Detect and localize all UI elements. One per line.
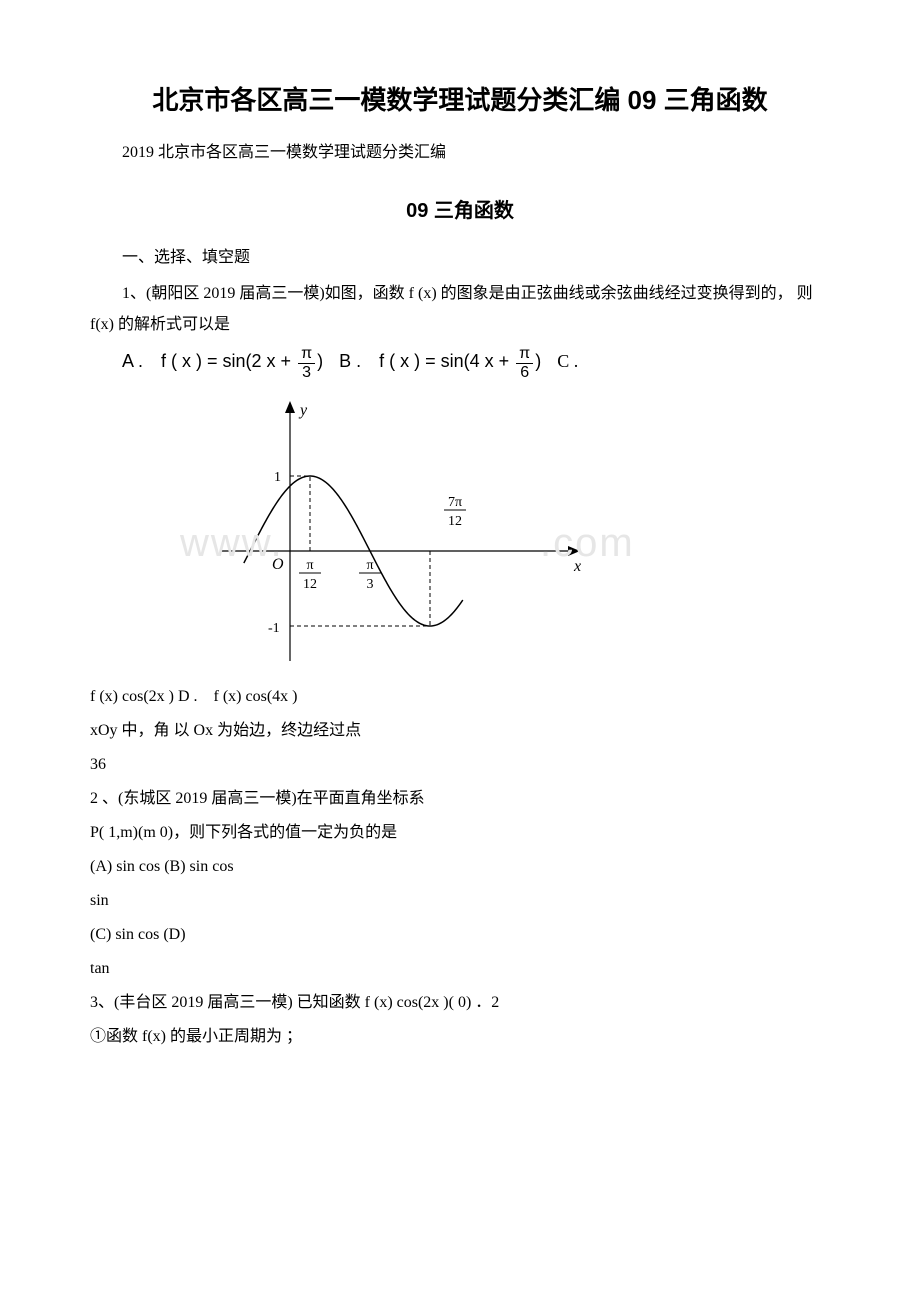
q2-line8: tan bbox=[90, 953, 830, 985]
q2-line6: sin bbox=[90, 885, 830, 917]
q2-line4: P( 1,m)(m 0)，则下列各式的值一定为负的是 bbox=[90, 817, 830, 849]
svg-text:-1: -1 bbox=[268, 621, 280, 636]
svg-text:π: π bbox=[306, 558, 313, 573]
q1-opt-a-frac: π3 bbox=[298, 346, 315, 381]
q1-opt-b-pre: B . f ( x ) = sin(4 x + bbox=[339, 351, 514, 371]
function-graph: Oxy1-1π12π37π12 www. .com bbox=[210, 391, 610, 671]
svg-text:7π: 7π bbox=[448, 495, 462, 510]
svg-text:3: 3 bbox=[367, 577, 374, 592]
question-1-options: A . f ( x ) = sin(2 x + π3) B . f ( x ) … bbox=[122, 346, 830, 381]
q2-line3: 2 、(东城区 2019 届高三一模)在平面直角坐标系 bbox=[90, 783, 830, 815]
svg-text:12: 12 bbox=[448, 514, 462, 529]
svg-text:1: 1 bbox=[274, 470, 281, 485]
svg-text:O: O bbox=[272, 556, 284, 573]
q1-opt-c: C . bbox=[557, 351, 578, 371]
q1-opt-a-pre: A . f ( x ) = sin(2 x + bbox=[122, 351, 296, 371]
svg-text:12: 12 bbox=[303, 577, 317, 592]
question-1-text: 1、(朝阳区 2019 届高三一模)如图，函数 f (x) 的图象是由正弦曲线或… bbox=[90, 279, 830, 340]
graph-svg: Ox y 1 -1 π 12 π 3 7π 12 bbox=[210, 391, 610, 671]
part-label: 一、选择、填空题 bbox=[90, 243, 830, 273]
q3-line1: 3、(丰台区 2019 届高三一模) 已知函数 f (x) cos(2x )( … bbox=[90, 987, 830, 1019]
subtitle-line: 2019 北京市各区高三一模数学理试题分类汇编 bbox=[90, 139, 830, 168]
q1-opt-a-post: ) bbox=[317, 351, 323, 371]
q2-line7: (C) sin cos (D) bbox=[90, 919, 830, 951]
q3-line2: ①函数 f(x) 的最小正周期为 ； bbox=[90, 1021, 830, 1053]
page-title: 北京市各区高三一模数学理试题分类汇编 09 三角函数 bbox=[90, 80, 830, 117]
q1-opt-b-frac: π6 bbox=[516, 346, 533, 381]
svg-text:π: π bbox=[366, 558, 373, 573]
svg-text:y: y bbox=[298, 402, 308, 419]
q2-line2: 36 bbox=[90, 749, 830, 781]
q2-line5: (A) sin cos (B) sin cos bbox=[90, 851, 830, 883]
after-graph-line: f (x) cos(2x ) D . f (x) cos(4x ) bbox=[90, 681, 830, 713]
section-heading: 09 三角函数 bbox=[90, 194, 830, 223]
q1-opt-b-post: ) bbox=[535, 351, 541, 371]
q2-line1: xOy 中，角 以 Ox 为始边，终边经过点 bbox=[90, 715, 830, 747]
svg-text:x: x bbox=[573, 558, 581, 575]
